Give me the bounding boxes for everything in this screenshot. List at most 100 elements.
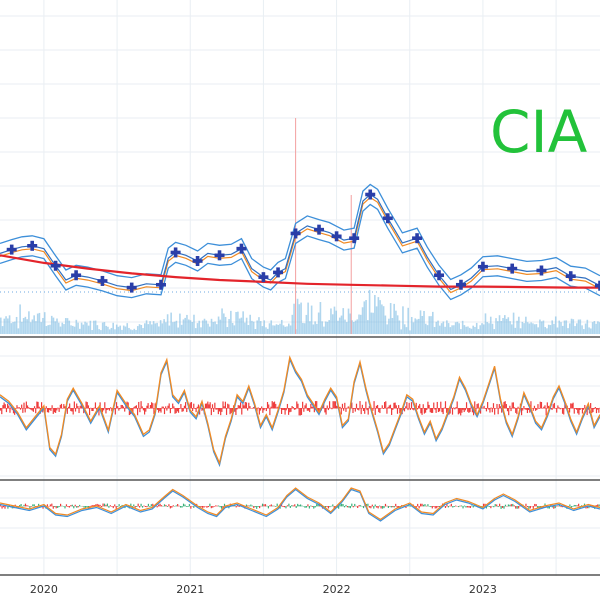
- volume-bar: [158, 326, 160, 334]
- momentum-bar: [301, 505, 303, 507]
- histogram-bar: [341, 403, 344, 409]
- volume-bar: [168, 325, 171, 334]
- volume-bar: [156, 322, 158, 334]
- histogram-bar: [296, 401, 298, 409]
- volume-bar: [314, 321, 316, 334]
- histogram-bar: [380, 407, 382, 409]
- histogram-bar: [387, 406, 389, 409]
- histogram-bar: [215, 408, 217, 410]
- volume-bar: [395, 310, 397, 334]
- histogram-bar: [214, 402, 216, 409]
- histogram-bar: [49, 408, 51, 410]
- volume-bar: [393, 303, 395, 334]
- momentum-bar: [345, 504, 347, 507]
- momentum-bar: [393, 506, 395, 508]
- volume-bar: [481, 323, 483, 334]
- histogram-bar: [213, 408, 215, 412]
- momentum-line: [0, 487, 600, 521]
- momentum-bar: [425, 505, 428, 507]
- oscillator-line: [0, 355, 600, 466]
- histogram-bar: [160, 408, 162, 413]
- volume-bar: [542, 320, 545, 334]
- histogram-bar: [505, 404, 507, 409]
- volume-bar: [194, 328, 197, 334]
- momentum-bar: [222, 506, 224, 509]
- histogram-bar: [29, 408, 31, 410]
- volume-bar: [460, 329, 462, 334]
- volume-bar: [595, 323, 597, 334]
- momentum-bar: [61, 505, 63, 507]
- momentum-bar: [109, 505, 111, 507]
- volume-bar: [442, 321, 445, 334]
- momentum-bar: [380, 506, 382, 509]
- histogram-bar: [72, 408, 74, 415]
- momentum-bar: [377, 506, 379, 509]
- volume-bar: [272, 325, 274, 334]
- momentum-bar: [292, 505, 294, 507]
- momentum-bar: [163, 504, 166, 507]
- histogram-bar: [415, 402, 417, 409]
- momentum-bar: [64, 506, 66, 509]
- histogram-bar: [522, 408, 524, 411]
- histogram-bar: [552, 404, 554, 409]
- histogram-bar: [62, 408, 64, 409]
- histogram-bar: [268, 404, 270, 409]
- histogram-bar: [135, 405, 138, 409]
- histogram-bar: [225, 408, 228, 415]
- histogram-bar: [153, 408, 155, 415]
- momentum-bar: [421, 503, 423, 507]
- histogram-bar: [297, 403, 299, 409]
- volume-bar: [64, 318, 67, 334]
- volume-bar: [419, 310, 422, 334]
- histogram-bar: [559, 408, 561, 410]
- histogram-bar: [405, 406, 407, 409]
- volume-bar: [270, 320, 273, 334]
- momentum-bar: [65, 504, 68, 507]
- volume-bar: [551, 320, 554, 334]
- histogram-bar: [336, 405, 338, 409]
- signal-marker: [598, 280, 600, 291]
- momentum-bar: [488, 506, 490, 507]
- momentum-bar: [507, 504, 510, 507]
- volume-bar: [342, 308, 345, 334]
- histogram-bar: [196, 406, 198, 409]
- momentum-bar: [300, 504, 302, 507]
- momentum-bar: [52, 506, 54, 509]
- histogram-bar: [114, 408, 116, 415]
- histogram-bar: [539, 401, 541, 409]
- price-line: [0, 193, 600, 291]
- volume-bar: [461, 320, 464, 334]
- histogram-bar: [346, 407, 348, 409]
- histogram-bar: [132, 408, 134, 414]
- histogram-bar: [195, 408, 197, 413]
- histogram-bar: [118, 408, 120, 411]
- histogram-bar: [416, 408, 418, 410]
- volume-bar: [409, 330, 411, 334]
- volume-bar: [570, 318, 573, 334]
- volume-bar: [495, 318, 497, 334]
- histogram-bar: [413, 408, 415, 411]
- momentum-bar: [181, 506, 183, 508]
- momentum-bar: [510, 504, 512, 507]
- histogram-bar: [218, 408, 221, 412]
- momentum-bar: [79, 504, 81, 507]
- histogram-bar: [593, 408, 595, 410]
- histogram-bar: [482, 407, 484, 409]
- volume-bar: [375, 306, 378, 334]
- histogram-bar: [276, 407, 278, 409]
- histogram-bar: [134, 406, 136, 409]
- momentum-bar: [160, 505, 163, 507]
- histogram-bar: [492, 403, 495, 409]
- momentum-bar: [209, 503, 211, 507]
- momentum-bar: [237, 504, 239, 507]
- volume-bar: [86, 322, 88, 334]
- volume-bar: [223, 313, 225, 334]
- momentum-bar: [317, 504, 319, 507]
- histogram-bar: [366, 408, 368, 411]
- momentum-bar: [57, 506, 59, 508]
- volume-bar: [275, 324, 278, 334]
- volume-bar: [358, 314, 360, 334]
- volume-bar: [233, 325, 236, 334]
- volume-bar: [532, 323, 534, 334]
- histogram-bar: [197, 404, 200, 409]
